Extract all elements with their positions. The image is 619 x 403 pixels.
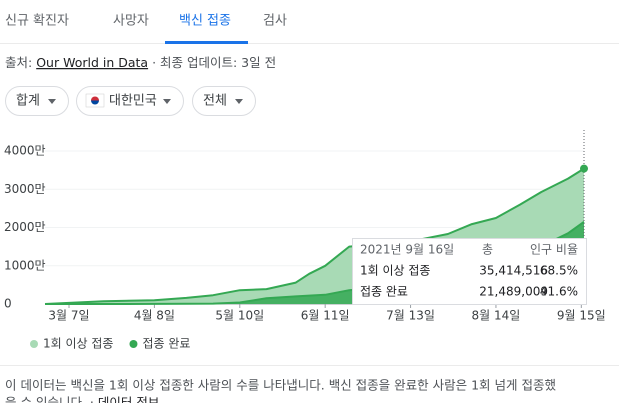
chip[interactable]: [192, 86, 256, 116]
tooltip-ratio: 41.6%: [540, 285, 578, 299]
y-tick-label: 3000만: [4, 182, 46, 196]
tooltip-header: 총: [482, 243, 493, 257]
chip-arrow: [48, 99, 56, 104]
x-tick-label: 9월 15일: [557, 309, 606, 323]
tab[interactable]: 신규 확진자: [5, 14, 69, 29]
tab-underline: [165, 41, 248, 44]
x-tick-label: 3월 7일: [48, 309, 89, 323]
chip-arrow: [163, 99, 171, 104]
y-tick-label: 4000만: [4, 144, 46, 158]
tooltip-total: 35,414,516: [479, 264, 548, 278]
divider: [0, 365, 619, 366]
tooltip: 2021년 9월 16일 총 인구 비율 1회 이상 접종 35,414,516…: [352, 238, 587, 305]
legend-label: 1회 이상 접종: [43, 337, 113, 351]
tab-divider: [0, 43, 619, 44]
flag-red: [91, 96, 99, 101]
source-link[interactable]: Our World in Data: [36, 55, 148, 70]
chip[interactable]: [5, 86, 69, 116]
tooltip-box: [352, 238, 587, 305]
legend-swatch: [129, 340, 138, 348]
tab[interactable]: 검사: [263, 14, 287, 29]
x-tick-label: 8월 14일: [472, 309, 521, 323]
line: [44, 167, 585, 305]
footnote-text: 을 수 있습니다.: [5, 395, 86, 403]
tooltip-row-label: 1회 이상 접종: [360, 264, 430, 278]
chip-label: 대한민국: [109, 94, 157, 109]
tab-active[interactable]: 백신 접종: [179, 14, 231, 29]
x-tick-label: 6월 11일: [301, 309, 350, 323]
source-updated: · 최종 업데이트: 3일 전: [152, 55, 276, 70]
y-tick-label: 2000만: [4, 220, 46, 234]
tooltip-ratio: 68.5%: [540, 264, 578, 278]
flag-blue: [91, 100, 99, 105]
x-tick-label: 7월 13일: [386, 309, 435, 323]
legend-swatch: [30, 340, 38, 348]
source-prefix: 출처:: [5, 55, 32, 70]
tooltip-date: 2021년 9월 16일: [360, 243, 454, 257]
tooltip-total: 21,489,009: [479, 285, 548, 299]
y-tick-label: 1000만: [4, 258, 46, 272]
hover-point: [580, 164, 588, 173]
chip-label: 전체: [203, 94, 227, 109]
y-tick-label: 0: [4, 297, 12, 311]
chip-arrow: [235, 99, 243, 104]
chip-label: 합계: [16, 94, 40, 109]
tab[interactable]: 사망자: [113, 14, 149, 29]
x-tick-label: 4월 8일: [134, 309, 175, 323]
footnote-line: 을 수 있습니다. · 데이터 정보: [5, 395, 159, 403]
legend-label: 접종 완료: [142, 337, 190, 351]
footnote-line: 이 데이터는 백신을 1회 이상 접종한 사람의 수를 나타냅니다. 백신 접종…: [5, 378, 556, 393]
tooltip-row-label: 접종 완료: [360, 285, 408, 299]
source-line: 출처: Our World in Data · 최종 업데이트: 3일 전: [5, 55, 276, 70]
x-tick-label: 5월 10일: [215, 309, 264, 323]
footnote-link[interactable]: 데이터 정보: [98, 395, 159, 403]
tooltip-header: 인구 비율: [530, 243, 578, 257]
